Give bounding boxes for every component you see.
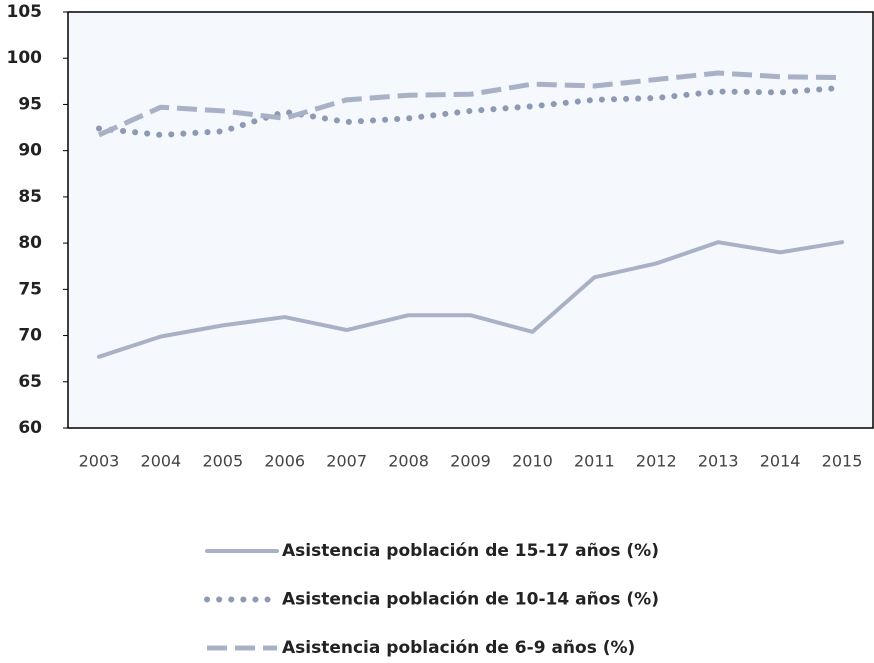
- y-tick-label: 65: [18, 372, 42, 392]
- legend-label: Asistencia población de 10-14 años (%): [282, 590, 659, 610]
- x-tick-label: 2004: [141, 452, 182, 471]
- y-tick-label: 105: [7, 2, 43, 22]
- y-tick-label: 100: [7, 48, 43, 68]
- y-tick-label: 90: [18, 141, 42, 161]
- x-tick-label: 2008: [388, 452, 429, 471]
- x-tick-label: 2006: [264, 452, 305, 471]
- x-tick-label: 2003: [79, 452, 120, 471]
- series-line: [96, 240, 845, 359]
- plot-area: [67, 11, 874, 429]
- x-tick-label: 2009: [450, 452, 491, 471]
- x-tick-label: 2012: [636, 452, 677, 471]
- x-tick-label: 2011: [574, 452, 615, 471]
- x-tick-label: 2015: [822, 452, 863, 471]
- y-tick-label: 60: [18, 418, 42, 438]
- x-tick-label: 2007: [326, 452, 367, 471]
- series-line: [95, 84, 846, 138]
- x-tick-label: 2013: [698, 452, 739, 471]
- y-tick-label: 80: [18, 233, 42, 253]
- legend-label: Asistencia población de 6-9 años (%): [282, 638, 635, 658]
- series-line: [97, 70, 843, 138]
- y-tick-label: 95: [18, 94, 42, 114]
- legend-label: Asistencia población de 15-17 años (%): [282, 541, 659, 561]
- y-tick-label: 70: [18, 326, 42, 346]
- x-tick-label: 2005: [202, 452, 243, 471]
- y-tick-label: 85: [18, 187, 42, 207]
- y-tick-label: 75: [18, 279, 42, 299]
- x-tick-label: 2010: [512, 452, 553, 471]
- x-tick-label: 2014: [760, 452, 801, 471]
